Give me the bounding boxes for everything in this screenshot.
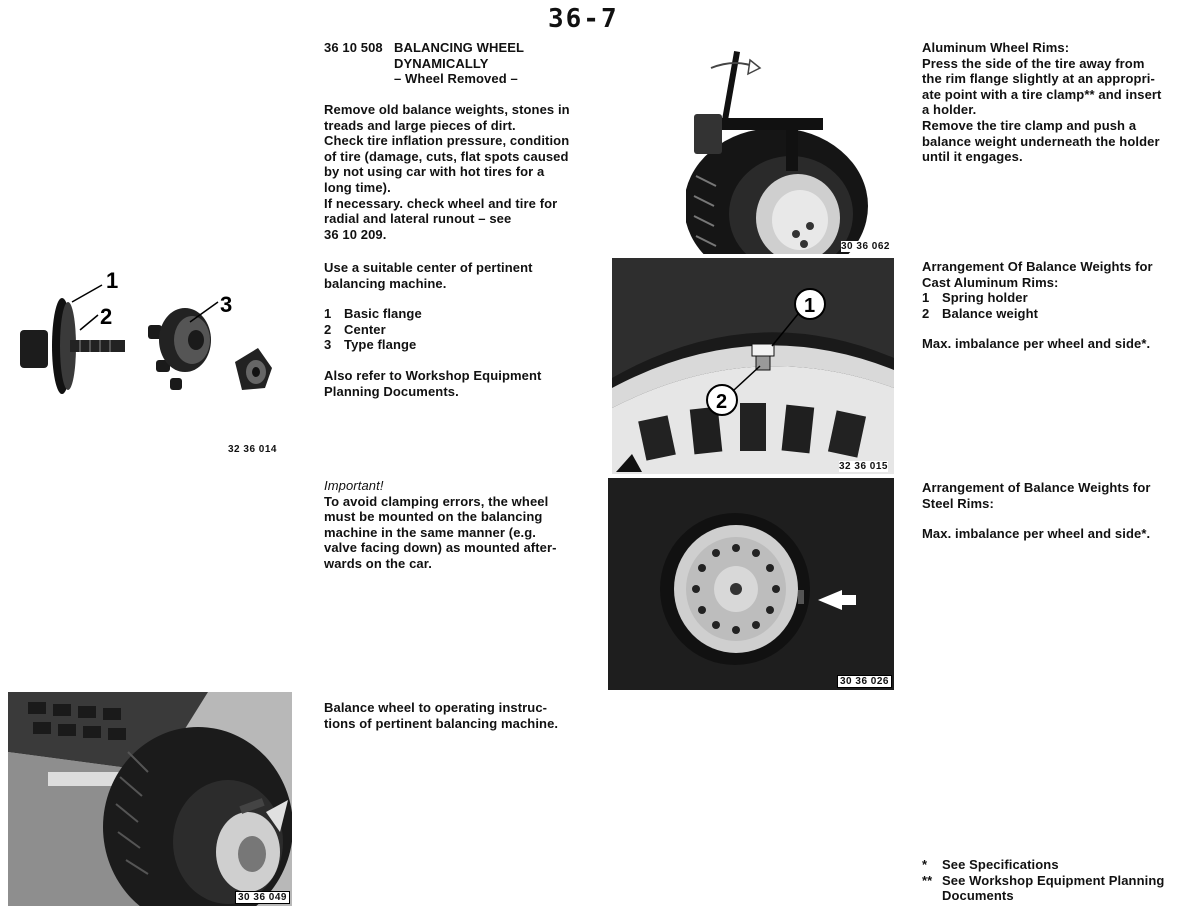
text-line: Also refer to Workshop Equipment [324, 368, 542, 383]
text-line: Balance wheel to operating instruc- [324, 700, 548, 715]
text-line: To avoid clamping errors, the wheel [324, 493, 549, 509]
parts-list: 1 Basic flange 2 Center 3 Type flange [324, 306, 604, 353]
procedure-code: 36 10 508 [324, 40, 383, 55]
text-line: 36 10 209. [324, 226, 387, 242]
footnote: * See Specifications [922, 857, 1059, 872]
balance-paragraph: Balance wheel to operating instruc- tion… [324, 700, 604, 731]
cast-rim-illustration: 1 2 [612, 258, 894, 474]
text-line: a holder. [922, 102, 977, 118]
steel-rim-caption: 30 36 026 [837, 675, 892, 688]
footnote-continuation: Documents [942, 888, 1014, 904]
text-line: valve facing down) as mounted after- [324, 540, 557, 556]
cast-list-item: 1 Spring holder [922, 290, 1028, 306]
callout-3: 3 [220, 292, 232, 317]
balancing-machine-caption: 30 36 049 [235, 891, 290, 904]
parts-list-item: 3 Type flange [324, 337, 417, 353]
tire-clamp-figure: 30 36 062 [684, 46, 894, 284]
flanges-caption: 32 36 014 [228, 444, 277, 455]
aluminum-rims-section: Aluminum Wheel Rims: Press the side of t… [922, 40, 1192, 165]
text-line: must be mounted on the balancing [324, 509, 543, 525]
callout-2: 2 [716, 391, 727, 413]
important-label: Important! [324, 478, 384, 493]
cast-rim-figure: 1 2 32 36 015 [612, 258, 894, 474]
text-line: balance weight underneath the holder [922, 133, 1160, 149]
text-line: until it engages. [922, 149, 1023, 165]
text-line: machine in the same manner (e.g. [324, 524, 536, 540]
cast-rims-section: Arrangement Of Balance Weights for Cast … [922, 259, 1192, 352]
cast-imbalance: Max. imbalance per wheel and side*. [922, 336, 1151, 352]
intro-paragraph: Remove old balance weights, stones in tr… [324, 102, 604, 242]
footnotes: * See Specifications ** See Workshop Equip… [922, 857, 1192, 904]
text-line: Use a suitable center of pertinent [324, 260, 533, 275]
text-line: Remove old balance weights, stones in [324, 102, 570, 117]
balancing-machine-figure: 30 36 049 [8, 692, 292, 906]
important-note: Important! To avoid clamping errors, the… [324, 478, 604, 572]
tire-clamp-caption: 30 36 062 [841, 241, 890, 252]
cast-title-line: Arrangement Of Balance Weights for [922, 259, 1153, 274]
callout-1: 1 [106, 268, 118, 293]
procedure-heading: 36 10 508 BALANCING WHEEL DYNAMICALLY – … [324, 40, 604, 87]
text-line: the rim flange slightly at an appropri- [922, 71, 1155, 87]
text-line: treads and large pieces of dirt. [324, 117, 516, 133]
cast-list-item: 2 Balance weight [922, 305, 1039, 321]
footnote: ** See Workshop Equipment Planning [922, 872, 1165, 888]
balancing-machine-illustration [8, 692, 292, 906]
text-line: Planning Documents. [324, 383, 459, 399]
page-number: 36-7 [548, 4, 619, 34]
text-line: Check tire inflation pressure, condition [324, 133, 570, 149]
text-line: balancing machine. [324, 275, 447, 291]
steel-rims-section: Arrangement of Balance Weights for Steel… [922, 480, 1192, 542]
parts-list-item: 1 Basic flange [324, 306, 422, 321]
aluminum-title: Aluminum Wheel Rims: [922, 40, 1070, 55]
parts-list-item: 2 Center [324, 321, 386, 337]
callout-1: 1 [804, 295, 815, 317]
text-line: wards on the car. [324, 555, 432, 571]
text-line: If necessary. check wheel and tire for [324, 195, 558, 211]
steel-imbalance: Max. imbalance per wheel and side*. [922, 526, 1151, 542]
cast-rim-caption: 32 36 015 [839, 461, 888, 472]
procedure-subtitle: – Wheel Removed – [394, 71, 518, 87]
cast-title-line: Cast Aluminum Rims: [922, 274, 1059, 290]
text-line: by not using car with hot tires for a [324, 164, 545, 180]
text-line: tions of pertinent balancing machine. [324, 715, 559, 731]
text-line: long time). [324, 179, 391, 195]
center-paragraph: Use a suitable center of pertinent balan… [324, 260, 604, 291]
text-line: Remove the tire clamp and push a [922, 117, 1137, 133]
text-line: ate point with a tire clamp** and insert [922, 86, 1162, 102]
flanges-illustration: 1 2 3 [20, 268, 272, 394]
text-line: of tire (damage, cuts, flat spots caused [324, 148, 569, 164]
steel-title-line: Arrangement of Balance Weights for [922, 480, 1151, 495]
procedure-title-line2: DYNAMICALLY [394, 55, 489, 71]
tire-clamp-illustration [684, 46, 894, 284]
steel-rim-illustration [608, 478, 894, 690]
steel-rim-figure: 30 36 026 [608, 478, 894, 690]
steel-title-line: Steel Rims: [922, 495, 994, 511]
callout-2: 2 [100, 304, 112, 329]
workshop-paragraph: Also refer to Workshop Equipment Plannin… [324, 368, 604, 399]
procedure-title-line1: BALANCING WHEEL [394, 40, 525, 55]
text-line: Press the side of the tire away from [922, 55, 1145, 71]
text-line: radial and lateral runout – see [324, 211, 512, 227]
flanges-figure: 1 2 3 [10, 260, 300, 460]
